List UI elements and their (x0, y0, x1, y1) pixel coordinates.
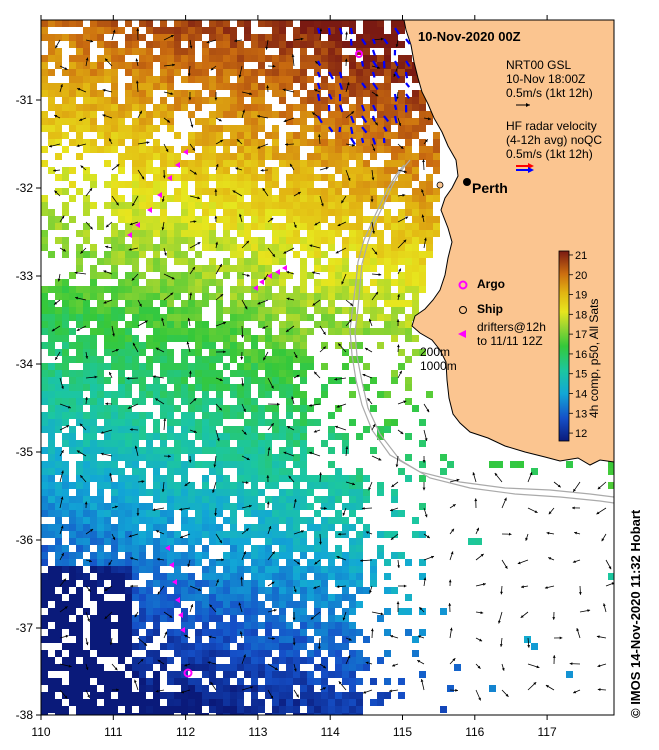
ship-legend-label: Ship (477, 302, 503, 316)
perth-label: Perth (472, 180, 508, 196)
depth-label-200m: 200m (420, 345, 450, 359)
y-tick-label: -31 (16, 93, 34, 107)
x-tick-label: 115 (393, 725, 412, 739)
gsl-legend-line1: NRT00 GSL (506, 58, 571, 72)
x-tick-label: 111 (104, 725, 123, 739)
colorbar-tick-label: 19 (575, 290, 587, 302)
contour-200m (349, 164, 614, 498)
colorbar-label: 4h comp, p50, All Sats (587, 299, 601, 418)
colorbar-tick-label: 16 (575, 349, 587, 361)
x-tick-label: 112 (176, 725, 195, 739)
argo-float (355, 50, 363, 58)
colorbar-tick-label: 21 (575, 250, 587, 262)
drifter-legend-line2: to 11/11 12Z (477, 334, 543, 348)
argo-legend-symbol (458, 280, 468, 290)
y-axis: -31 -32 -33 -34 -35 -36 -37 -38 (16, 93, 41, 722)
argo-legend-label: Argo (477, 277, 505, 291)
map-title: 10-Nov-2020 00Z (418, 29, 521, 44)
y-tick-label: -34 (16, 357, 34, 371)
contour-1000m (354, 159, 614, 504)
gsl-legend-line3: 0.5m/s (1kt 12h) (506, 86, 593, 100)
colorbar-tick-label: 15 (575, 369, 587, 381)
island (436, 181, 444, 189)
plot-border (40, 19, 615, 716)
hf-legend-line3: 0.5m/s (1kt 12h) (506, 147, 593, 161)
hf-radar-vectors (316, 27, 411, 146)
colorbar-tick-label: 12 (575, 428, 587, 440)
y-tick-label: -37 (16, 621, 34, 635)
argo-float (183, 668, 193, 678)
colorbar-tick-label: 18 (575, 309, 587, 321)
y-tick-label: -36 (16, 533, 34, 547)
colorbar (558, 250, 570, 442)
gsl-vectors (49, 28, 614, 701)
x-axis: 110 111 112 113 114 115 116 117 (31, 15, 557, 739)
colorbar-tick-label: 13 (575, 408, 587, 420)
drifter-tracks (127, 149, 287, 633)
colorbar-ticks: 21 20 19 18 17 16 15 14 13 12 (569, 250, 587, 440)
perth-marker (463, 178, 471, 186)
hf-scale-arrows (516, 163, 534, 173)
credit-text: © IMOS 14-Nov-2020 11:32 Hobart (628, 509, 643, 718)
depth-label-1000m: 1000m (420, 359, 457, 373)
colorbar-tick-label: 14 (575, 389, 587, 401)
x-tick-label: 117 (538, 725, 557, 739)
x-tick-label: 113 (248, 725, 267, 739)
drifter-legend-line1: drifters@12h (477, 320, 546, 334)
ship-legend-symbol (459, 306, 467, 314)
hf-legend-line1: HF radar velocity (506, 119, 597, 133)
hf-legend-line2: (4-12h avg) noQC (506, 133, 602, 147)
colorbar-tick-label: 20 (575, 270, 587, 282)
y-tick-label: -38 (16, 708, 34, 722)
x-tick-label: 110 (31, 725, 50, 739)
drifter-legend-symbol (458, 330, 466, 338)
gsl-scale-arrow (516, 103, 530, 107)
y-tick-label: -33 (16, 269, 34, 283)
y-tick-label: -32 (16, 181, 34, 195)
y-tick-label: -35 (16, 445, 34, 459)
x-tick-label: 114 (321, 725, 340, 739)
x-tick-label: 116 (465, 725, 484, 739)
gsl-legend-line2: 10-Nov 18:00Z (506, 72, 585, 86)
colorbar-tick-label: 17 (575, 329, 587, 341)
